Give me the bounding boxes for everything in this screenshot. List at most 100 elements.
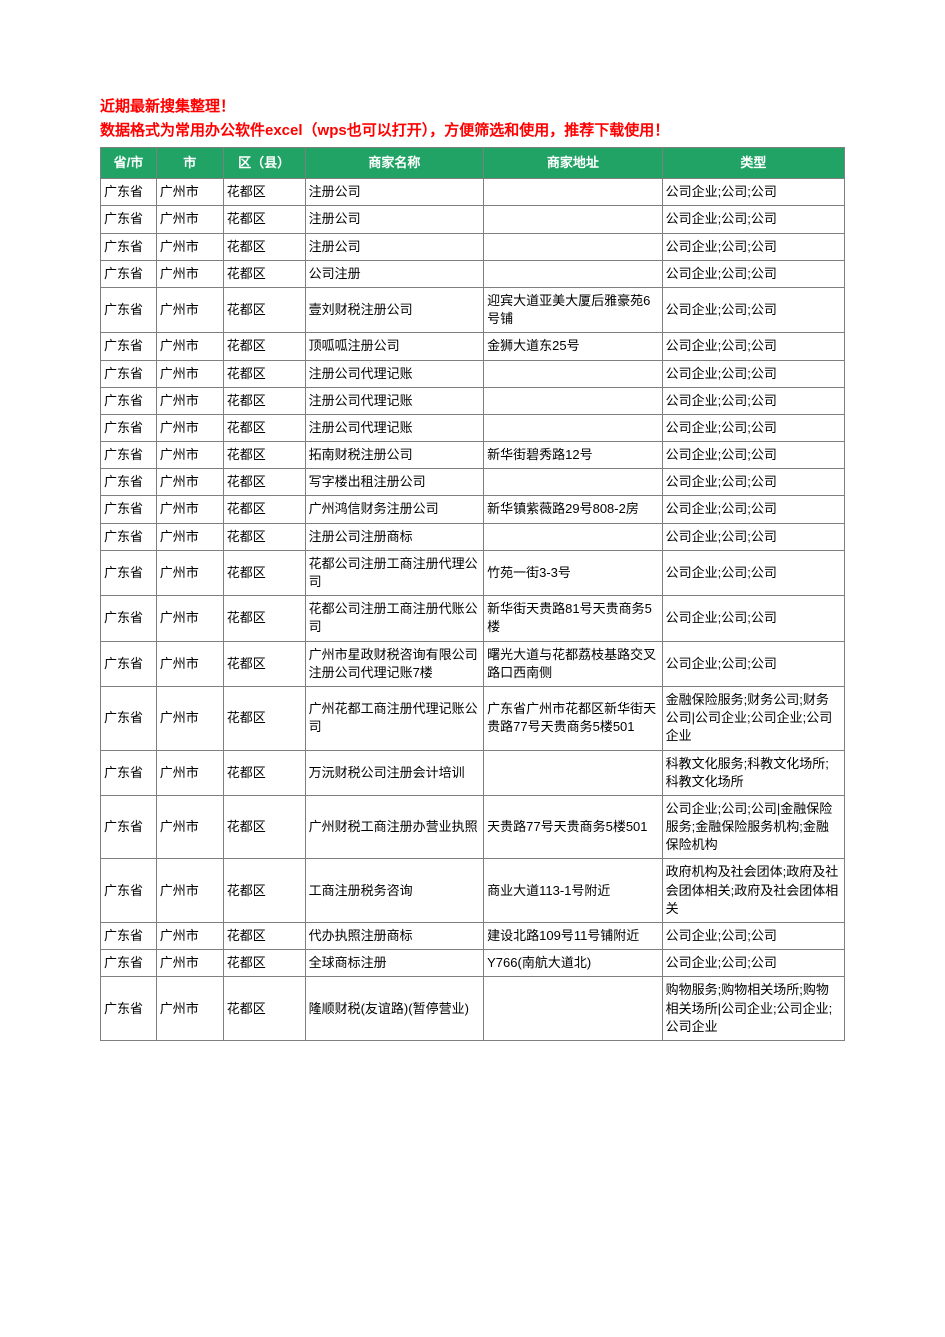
table-row: 广东省广州市花都区注册公司注册商标公司企业;公司;公司 bbox=[101, 523, 845, 550]
cell-province: 广东省 bbox=[101, 950, 157, 977]
cell-city: 广州市 bbox=[156, 686, 223, 750]
cell-name: 注册公司代理记账 bbox=[305, 360, 484, 387]
cell-address bbox=[484, 523, 663, 550]
cell-city: 广州市 bbox=[156, 233, 223, 260]
cell-name: 公司注册 bbox=[305, 260, 484, 287]
cell-district: 花都区 bbox=[223, 686, 305, 750]
table-row: 广东省广州市花都区广州花都工商注册代理记账公司广东省广州市花都区新华街天贵路77… bbox=[101, 686, 845, 750]
cell-type: 购物服务;购物相关场所;购物相关场所|公司企业;公司企业;公司企业 bbox=[662, 977, 844, 1041]
notice-line-2: 数据格式为常用办公软件excel（wps也可以打开），方便筛选和使用，推荐下载使… bbox=[100, 119, 845, 143]
cell-province: 广东省 bbox=[101, 923, 157, 950]
table-row: 广东省广州市花都区注册公司代理记账公司企业;公司;公司 bbox=[101, 414, 845, 441]
cell-type: 科教文化服务;科教文化场所;科教文化场所 bbox=[662, 750, 844, 795]
table-row: 广东省广州市花都区花都公司注册工商注册代理公司竹苑一街3-3号公司企业;公司;公… bbox=[101, 550, 845, 595]
notice-line-1: 近期最新搜集整理！ bbox=[100, 95, 845, 119]
cell-name: 隆顺财税(友谊路)(暂停营业) bbox=[305, 977, 484, 1041]
cell-province: 广东省 bbox=[101, 333, 157, 360]
cell-city: 广州市 bbox=[156, 496, 223, 523]
cell-name: 广州花都工商注册代理记账公司 bbox=[305, 686, 484, 750]
cell-type: 公司企业;公司;公司 bbox=[662, 333, 844, 360]
cell-type: 公司企业;公司;公司|金融保险服务;金融保险服务机构;金融保险机构 bbox=[662, 795, 844, 859]
cell-city: 广州市 bbox=[156, 523, 223, 550]
cell-type: 公司企业;公司;公司 bbox=[662, 206, 844, 233]
cell-district: 花都区 bbox=[223, 287, 305, 332]
cell-district: 花都区 bbox=[223, 496, 305, 523]
cell-address bbox=[484, 469, 663, 496]
cell-address: 曙光大道与花都荔枝基路交叉路口西南侧 bbox=[484, 641, 663, 686]
cell-type: 公司企业;公司;公司 bbox=[662, 596, 844, 641]
cell-name: 花都公司注册工商注册代理公司 bbox=[305, 550, 484, 595]
cell-district: 花都区 bbox=[223, 923, 305, 950]
cell-city: 广州市 bbox=[156, 795, 223, 859]
cell-province: 广东省 bbox=[101, 442, 157, 469]
cell-name: 代办执照注册商标 bbox=[305, 923, 484, 950]
cell-name: 注册公司 bbox=[305, 206, 484, 233]
cell-address: 竹苑一街3-3号 bbox=[484, 550, 663, 595]
cell-district: 花都区 bbox=[223, 596, 305, 641]
cell-province: 广东省 bbox=[101, 641, 157, 686]
header-type: 类型 bbox=[662, 148, 844, 179]
cell-city: 广州市 bbox=[156, 260, 223, 287]
cell-address: 商业大道113-1号附近 bbox=[484, 859, 663, 923]
cell-province: 广东省 bbox=[101, 686, 157, 750]
table-row: 广东省广州市花都区注册公司代理记账公司企业;公司;公司 bbox=[101, 387, 845, 414]
cell-district: 花都区 bbox=[223, 442, 305, 469]
table-row: 广东省广州市花都区壹刘财税注册公司迎宾大道亚美大厦后雅豪苑6号铺公司企业;公司;… bbox=[101, 287, 845, 332]
cell-province: 广东省 bbox=[101, 414, 157, 441]
cell-city: 广州市 bbox=[156, 977, 223, 1041]
cell-district: 花都区 bbox=[223, 360, 305, 387]
data-table: 省/市 市 区（县） 商家名称 商家地址 类型 广东省广州市花都区注册公司公司企… bbox=[100, 147, 845, 1041]
cell-type: 公司企业;公司;公司 bbox=[662, 523, 844, 550]
cell-type: 公司企业;公司;公司 bbox=[662, 469, 844, 496]
cell-province: 广东省 bbox=[101, 469, 157, 496]
table-row: 广东省广州市花都区广州财税工商注册办营业执照天贵路77号天贵商务5楼501公司企… bbox=[101, 795, 845, 859]
cell-city: 广州市 bbox=[156, 442, 223, 469]
cell-province: 广东省 bbox=[101, 750, 157, 795]
cell-address bbox=[484, 179, 663, 206]
cell-province: 广东省 bbox=[101, 233, 157, 260]
cell-name: 全球商标注册 bbox=[305, 950, 484, 977]
cell-district: 花都区 bbox=[223, 750, 305, 795]
table-row: 广东省广州市花都区广州鸿信财务注册公司新华镇紫薇路29号808-2房公司企业;公… bbox=[101, 496, 845, 523]
table-body: 广东省广州市花都区注册公司公司企业;公司;公司广东省广州市花都区注册公司公司企业… bbox=[101, 179, 845, 1041]
cell-city: 广州市 bbox=[156, 950, 223, 977]
cell-city: 广州市 bbox=[156, 333, 223, 360]
table-row: 广东省广州市花都区写字楼出租注册公司公司企业;公司;公司 bbox=[101, 469, 845, 496]
cell-address: 新华街天贵路81号天贵商务5楼 bbox=[484, 596, 663, 641]
cell-city: 广州市 bbox=[156, 641, 223, 686]
cell-city: 广州市 bbox=[156, 750, 223, 795]
cell-name: 注册公司 bbox=[305, 233, 484, 260]
cell-district: 花都区 bbox=[223, 859, 305, 923]
cell-city: 广州市 bbox=[156, 469, 223, 496]
cell-district: 花都区 bbox=[223, 977, 305, 1041]
cell-name: 工商注册税务咨询 bbox=[305, 859, 484, 923]
cell-province: 广东省 bbox=[101, 550, 157, 595]
cell-province: 广东省 bbox=[101, 523, 157, 550]
cell-address bbox=[484, 414, 663, 441]
cell-address: 建设北路109号11号铺附近 bbox=[484, 923, 663, 950]
cell-city: 广州市 bbox=[156, 206, 223, 233]
cell-type: 公司企业;公司;公司 bbox=[662, 496, 844, 523]
cell-address bbox=[484, 387, 663, 414]
cell-name: 注册公司代理记账 bbox=[305, 414, 484, 441]
cell-province: 广东省 bbox=[101, 206, 157, 233]
cell-city: 广州市 bbox=[156, 923, 223, 950]
cell-type: 公司企业;公司;公司 bbox=[662, 442, 844, 469]
cell-name: 壹刘财税注册公司 bbox=[305, 287, 484, 332]
cell-name: 广州市星政财税咨询有限公司注册公司代理记账7楼 bbox=[305, 641, 484, 686]
cell-address bbox=[484, 233, 663, 260]
cell-city: 广州市 bbox=[156, 550, 223, 595]
cell-district: 花都区 bbox=[223, 550, 305, 595]
cell-address: 新华街碧秀路12号 bbox=[484, 442, 663, 469]
cell-city: 广州市 bbox=[156, 360, 223, 387]
header-district: 区（县） bbox=[223, 148, 305, 179]
cell-district: 花都区 bbox=[223, 641, 305, 686]
cell-type: 公司企业;公司;公司 bbox=[662, 387, 844, 414]
cell-district: 花都区 bbox=[223, 333, 305, 360]
cell-address: 广东省广州市花都区新华街天贵路77号天贵商务5楼501 bbox=[484, 686, 663, 750]
cell-type: 公司企业;公司;公司 bbox=[662, 550, 844, 595]
cell-province: 广东省 bbox=[101, 496, 157, 523]
cell-province: 广东省 bbox=[101, 859, 157, 923]
cell-type: 公司企业;公司;公司 bbox=[662, 414, 844, 441]
cell-province: 广东省 bbox=[101, 260, 157, 287]
